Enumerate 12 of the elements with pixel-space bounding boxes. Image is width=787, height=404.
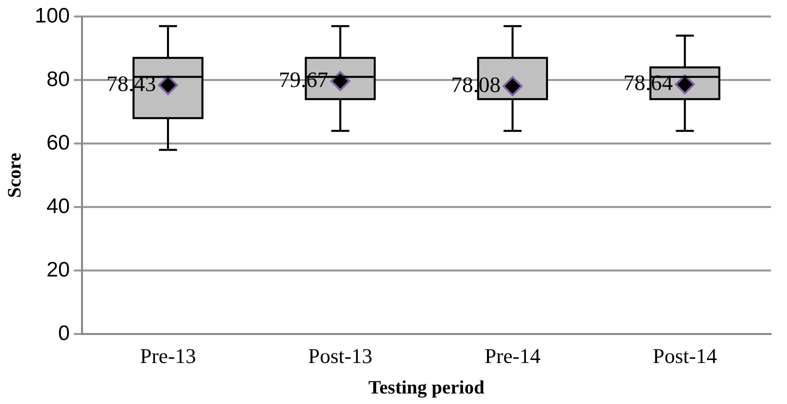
y-axis-title: Score: [4, 152, 26, 198]
y-tick-label: 0: [58, 322, 70, 345]
y-tick-label: 20: [46, 258, 70, 282]
x-tick-label: Pre-14: [484, 344, 542, 368]
y-tick-label: 60: [46, 131, 70, 154]
x-tick-label: Pre-13: [140, 344, 196, 368]
x-tick-label: Post-13: [308, 344, 372, 368]
y-tick-label: 40: [46, 194, 70, 218]
x-tick-label: Post-14: [652, 344, 718, 368]
y-tick-label: 100: [34, 4, 70, 28]
y-tick-label: 80: [46, 68, 70, 91]
x-axis-title: Testing period: [368, 378, 485, 399]
